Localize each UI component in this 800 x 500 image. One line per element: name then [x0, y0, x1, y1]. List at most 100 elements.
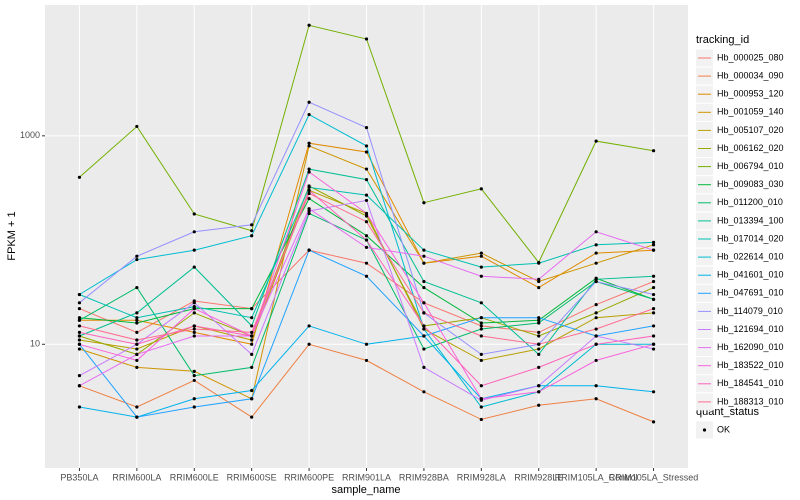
legend-label: Hb_183522_010	[717, 360, 784, 370]
data-point	[135, 347, 139, 351]
data-point	[135, 285, 139, 290]
x-tick-label: RRIM600SE	[227, 472, 277, 482]
data-point	[537, 347, 541, 351]
data-point	[651, 274, 656, 278]
data-point	[594, 279, 598, 284]
data-point	[192, 230, 196, 234]
data-point	[651, 347, 656, 351]
legend-label: Hb_006794_010	[717, 161, 784, 171]
data-point	[479, 187, 483, 191]
data-point	[307, 112, 311, 117]
data-point	[250, 388, 254, 393]
data-point	[307, 191, 311, 196]
data-point	[364, 358, 369, 363]
data-point	[651, 240, 656, 244]
data-point	[192, 265, 196, 269]
data-point	[651, 324, 656, 328]
legend-label: Hb_009083_030	[717, 179, 784, 189]
data-point	[422, 311, 426, 315]
data-point	[537, 279, 541, 284]
data-point	[192, 369, 196, 373]
data-point	[77, 175, 82, 179]
data-point	[364, 150, 369, 154]
data-point	[594, 251, 598, 255]
data-point	[250, 334, 254, 338]
data-point	[651, 248, 656, 252]
data-point	[250, 352, 254, 356]
data-point	[651, 334, 656, 338]
legend-label: Hb_041601_010	[717, 270, 784, 280]
data-point	[479, 334, 483, 338]
data-point	[422, 254, 426, 258]
data-point	[192, 311, 196, 315]
y-tick-label: 10	[30, 339, 40, 349]
data-point	[250, 223, 254, 227]
data-point	[479, 417, 483, 422]
data-point	[594, 311, 598, 315]
data-point	[77, 324, 82, 328]
data-point	[594, 277, 598, 281]
data-point	[307, 170, 311, 174]
legend-label: Hb_000953_120	[717, 89, 784, 99]
data-point	[192, 248, 196, 252]
data-point	[364, 198, 369, 203]
data-point	[594, 327, 598, 331]
data-point	[364, 167, 369, 171]
x-tick-label: RRIM928LE	[514, 472, 563, 482]
data-point	[135, 254, 139, 258]
data-point	[364, 274, 369, 278]
data-point	[651, 285, 656, 290]
data-point	[479, 352, 483, 356]
data-point	[422, 248, 426, 252]
x-tick-label: RRIM901LA	[342, 472, 391, 482]
data-point	[479, 321, 483, 325]
data-point	[479, 405, 483, 409]
data-point	[307, 167, 311, 171]
data-point	[307, 141, 311, 145]
data-point	[422, 301, 426, 305]
data-point	[594, 358, 598, 363]
data-point	[250, 229, 254, 233]
data-point	[651, 311, 656, 315]
legend-label: OK	[717, 424, 730, 434]
data-point	[479, 384, 483, 388]
y-tick-label: 1000	[20, 130, 40, 140]
data-point	[250, 338, 254, 342]
data-point	[364, 245, 369, 250]
data-point	[135, 321, 139, 325]
data-point	[135, 415, 139, 419]
legend-title: tracking_id	[696, 34, 749, 46]
data-point	[594, 261, 598, 265]
legend-label: Hb_011200_010	[717, 197, 783, 207]
data-point	[537, 403, 541, 407]
legend-label: Hb_114079_010	[717, 306, 783, 316]
data-point	[307, 185, 311, 190]
data-point	[479, 358, 483, 363]
data-point	[192, 212, 196, 216]
data-point	[651, 390, 656, 394]
data-point	[135, 338, 139, 342]
data-point	[250, 316, 254, 320]
data-point	[135, 342, 139, 346]
data-point	[307, 188, 311, 192]
data-point	[135, 316, 139, 320]
legend-label: Hb_006162_020	[717, 143, 784, 153]
data-point	[364, 220, 369, 224]
data-point	[307, 324, 311, 328]
data-point	[192, 374, 196, 378]
data-point	[422, 201, 426, 205]
x-axis-label: sample_name	[331, 484, 400, 496]
data-point	[422, 347, 426, 351]
data-point	[307, 342, 311, 346]
data-point	[250, 365, 254, 369]
data-point	[77, 405, 82, 409]
data-point	[77, 374, 82, 378]
data-point	[537, 352, 541, 356]
data-point	[479, 265, 483, 269]
legend-label: Hb_047691_010	[717, 288, 784, 298]
data-point	[594, 230, 598, 234]
data-point	[594, 243, 598, 247]
data-point	[422, 365, 426, 369]
data-point	[594, 397, 598, 401]
data-point	[307, 209, 311, 213]
